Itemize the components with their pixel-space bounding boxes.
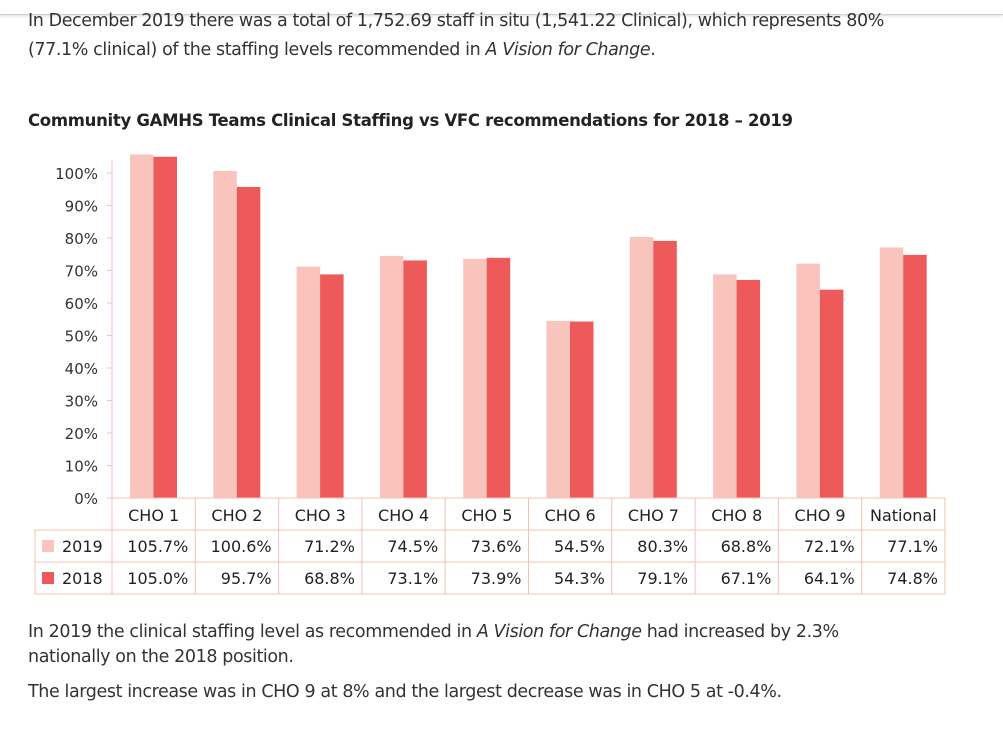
x-category-label: CHO 1 (128, 506, 179, 525)
data-label: 54.3% (554, 569, 605, 588)
data-label: 105.0% (127, 569, 188, 588)
toolbar-strip (0, 0, 1003, 15)
intro-text: (77.1% clinical) of the staffing levels … (28, 40, 486, 60)
y-tick-label: 50% (65, 328, 98, 346)
x-category-label: CHO 7 (628, 506, 679, 525)
bar-2019-cho-7 (629, 237, 654, 498)
x-category-label: CHO 9 (795, 506, 846, 525)
y-tick-label: 0% (74, 490, 98, 508)
y-tick-label: 80% (65, 230, 98, 248)
data-label: 73.9% (471, 569, 522, 588)
y-tick-label: 70% (65, 263, 98, 281)
intro-text-end: . (650, 40, 656, 60)
y-tick-label: 20% (65, 425, 98, 443)
data-label: 79.1% (637, 569, 688, 588)
data-label: 67.1% (721, 569, 772, 588)
bar-2018-cho-5 (486, 257, 511, 498)
bar-2018-cho-2 (236, 186, 261, 498)
x-category-label: CHO 2 (211, 506, 262, 525)
outro-text-3: nationally on the 2018 position. (28, 647, 294, 667)
bar-2018-cho-4 (403, 260, 427, 498)
bar-2019-cho-6 (546, 320, 570, 498)
data-label: 73.1% (387, 569, 438, 588)
outro-paragraph-2: The largest increase was in CHO 9 at 8% … (28, 682, 782, 702)
data-label: 71.2% (304, 537, 355, 556)
legend-swatch-2019 (42, 540, 54, 552)
x-category-label: CHO 8 (711, 506, 762, 525)
bar-2019-cho-1 (130, 154, 154, 498)
bar-2019-cho-5 (463, 258, 487, 498)
bar-2018-cho-8 (736, 279, 761, 498)
bar-2019-cho-2 (213, 171, 237, 499)
outro-text: In 2019 the clinical staffing level as r… (28, 622, 477, 642)
y-tick-label: 40% (65, 360, 98, 378)
x-category-label: CHO 6 (545, 506, 596, 525)
data-label: 73.6% (471, 537, 522, 556)
data-label: 77.1% (887, 537, 938, 556)
data-label: 68.8% (721, 537, 772, 556)
data-label: 54.5% (554, 537, 605, 556)
x-category-label: CHO 3 (295, 506, 346, 525)
outro-paragraph-1: In 2019 the clinical staffing level as r… (28, 620, 839, 670)
data-label: 80.3% (637, 537, 688, 556)
y-tick-label: 100% (55, 165, 98, 183)
bar-2018-cho-1 (153, 156, 177, 498)
x-category-label: CHO 4 (378, 506, 429, 525)
bar-2018-cho-6 (570, 321, 594, 498)
data-label: 105.7% (127, 537, 188, 556)
outro-emphasis: A Vision for Change (476, 622, 642, 642)
bar-2019-cho-4 (379, 255, 404, 498)
y-tick-label: 60% (65, 295, 98, 313)
intro-emphasis: A Vision for Change (485, 40, 651, 60)
y-tick-label: 30% (65, 393, 98, 411)
bar-2019-cho-9 (796, 263, 820, 498)
bar-chart: 0% 10% 20% 30% 40% 50% 60% 70% 80% 90% 100% CHO 1 CH… (34, 154, 946, 595)
intro-line-1: In December 2019 there was a total of 1,… (28, 11, 884, 31)
chart-title: Community GAMHS Teams Clinical Staffing … (28, 111, 793, 130)
data-label: 74.8% (887, 569, 938, 588)
bar-2019-national (879, 247, 904, 498)
data-label: 100.6% (211, 537, 272, 556)
bar-2018-cho-3 (320, 274, 344, 498)
bar-2018-cho-7 (653, 240, 677, 499)
bar-2018-cho-9 (819, 289, 844, 498)
bar-2019-cho-3 (296, 266, 321, 498)
legend-label-2019: 2019 (62, 537, 103, 556)
outro-text-2: had increased by 2.3% (641, 622, 839, 642)
x-category-label: CHO 5 (461, 506, 512, 525)
bar-2019-cho-8 (713, 274, 737, 498)
y-tick-label: 90% (65, 198, 98, 216)
data-label: 72.1% (804, 537, 855, 556)
data-label: 68.8% (304, 569, 355, 588)
bar-2018-national (903, 254, 927, 498)
data-label: 64.1% (804, 569, 855, 588)
y-tick-label: 10% (65, 458, 98, 476)
legend-swatch-2018 (42, 572, 54, 584)
intro-line-2: (77.1% clinical) of the staffing levels … (28, 38, 656, 63)
legend-label-2018: 2018 (62, 569, 103, 588)
data-label: 74.5% (387, 537, 438, 556)
data-label: 95.7% (221, 569, 272, 588)
x-category-label: National (870, 506, 937, 525)
